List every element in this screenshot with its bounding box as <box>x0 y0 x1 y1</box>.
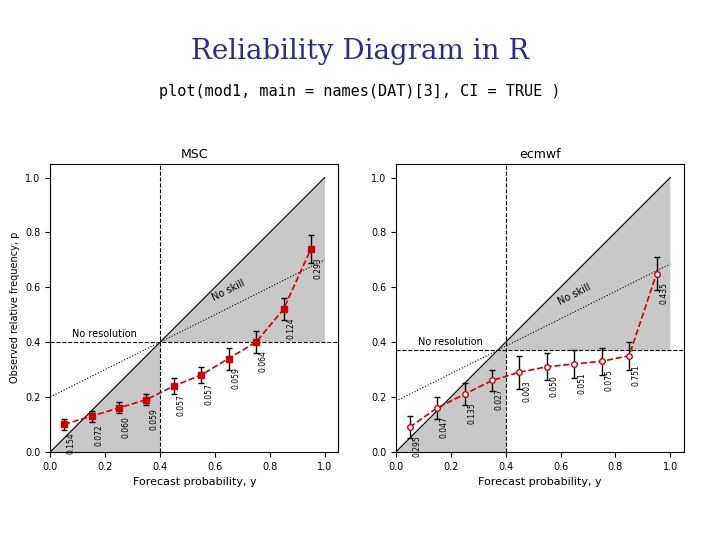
Polygon shape <box>50 342 160 452</box>
Text: 0.003: 0.003 <box>522 381 531 402</box>
Text: 0.057: 0.057 <box>176 394 186 416</box>
X-axis label: Forecast probability, y: Forecast probability, y <box>478 477 602 487</box>
Text: No resolution: No resolution <box>72 329 138 339</box>
Text: 0.435: 0.435 <box>660 282 668 303</box>
Text: 0.047: 0.047 <box>440 416 449 438</box>
Text: 0.051: 0.051 <box>577 372 586 394</box>
Text: 0.059: 0.059 <box>231 367 240 389</box>
X-axis label: Forecast probability, y: Forecast probability, y <box>132 477 256 487</box>
Polygon shape <box>160 178 325 342</box>
Text: 0.154: 0.154 <box>67 433 76 454</box>
Text: 0.064: 0.064 <box>259 350 268 372</box>
Text: 0.295: 0.295 <box>413 435 421 457</box>
Text: No skill: No skill <box>211 278 247 302</box>
Text: 0.060: 0.060 <box>122 416 131 438</box>
Text: 0.057: 0.057 <box>204 383 213 405</box>
Text: 0.751: 0.751 <box>632 364 641 386</box>
Polygon shape <box>396 342 505 452</box>
Text: 0.124: 0.124 <box>287 318 295 339</box>
Y-axis label: Observed relative frequency, p: Observed relative frequency, p <box>10 232 19 383</box>
Text: 0.050: 0.050 <box>549 375 559 397</box>
Polygon shape <box>505 178 670 350</box>
Title: ecmwf: ecmwf <box>519 148 561 161</box>
Text: 0.059: 0.059 <box>149 408 158 430</box>
Text: Reliability Diagram in R: Reliability Diagram in R <box>191 38 529 65</box>
Text: No resolution: No resolution <box>418 337 483 347</box>
Text: 0.075: 0.075 <box>605 369 613 392</box>
Text: 0.293: 0.293 <box>314 257 323 279</box>
Text: plot(mod1, main = names(DAT)[3], CI = TRUE ): plot(mod1, main = names(DAT)[3], CI = TR… <box>159 84 561 99</box>
Text: 0.072: 0.072 <box>94 424 103 446</box>
Text: 0.027: 0.027 <box>495 389 504 410</box>
Text: 0.135: 0.135 <box>467 402 477 424</box>
Title: MSC: MSC <box>181 148 208 161</box>
Text: No skill: No skill <box>557 282 593 306</box>
